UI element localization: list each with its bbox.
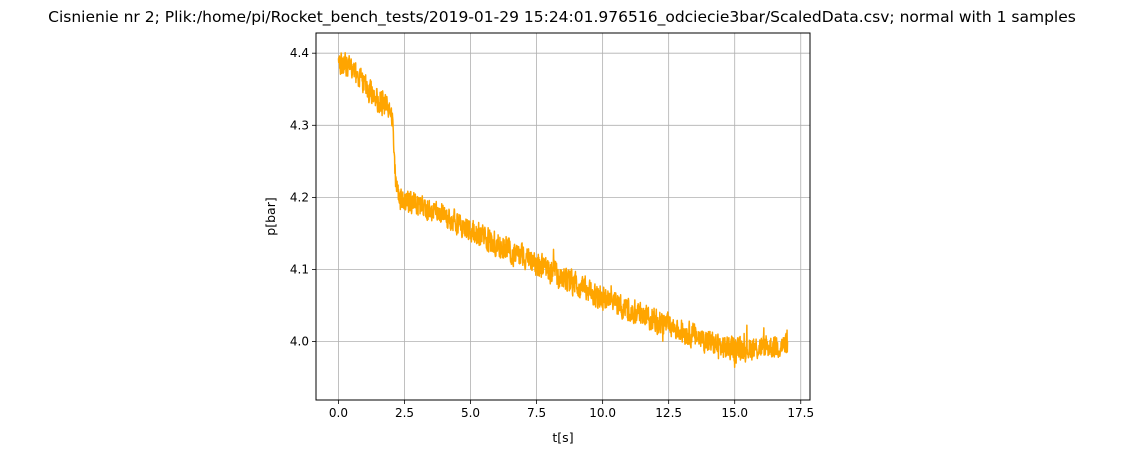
y-tick-label: 4.3 bbox=[290, 118, 309, 132]
x-tick-label: 2.5 bbox=[395, 406, 414, 420]
y-axis-label: p[bar] bbox=[263, 197, 278, 235]
x-tick-label: 17.5 bbox=[787, 406, 814, 420]
x-tick-label: 5.0 bbox=[461, 406, 480, 420]
x-tick-label: 10.0 bbox=[589, 406, 616, 420]
series-layer bbox=[337, 51, 789, 369]
series-line bbox=[337, 51, 789, 369]
y-tick-label: 4.1 bbox=[290, 262, 309, 276]
x-tick-label: 12.5 bbox=[655, 406, 682, 420]
chart-title: Cisnienie nr 2; Plik:/home/pi/Rocket_ben… bbox=[48, 8, 1076, 27]
y-tick-label: 4.0 bbox=[290, 335, 309, 349]
y-tick-label: 4.2 bbox=[290, 190, 309, 204]
y-tick-label: 4.4 bbox=[290, 46, 309, 60]
ticks: 0.0 2.5 5.0 7.5 10.0 12.5 15.0 17.5 4.0 4.1 4.2 4.3… bbox=[290, 46, 814, 420]
plot-frame bbox=[315, 32, 811, 401]
x-tick-label: 15.0 bbox=[721, 406, 748, 420]
x-axis-label: t[s] bbox=[552, 430, 573, 445]
grid bbox=[316, 33, 810, 400]
x-tick-label: 7.5 bbox=[527, 406, 546, 420]
x-tick-label: 0.0 bbox=[329, 406, 348, 420]
